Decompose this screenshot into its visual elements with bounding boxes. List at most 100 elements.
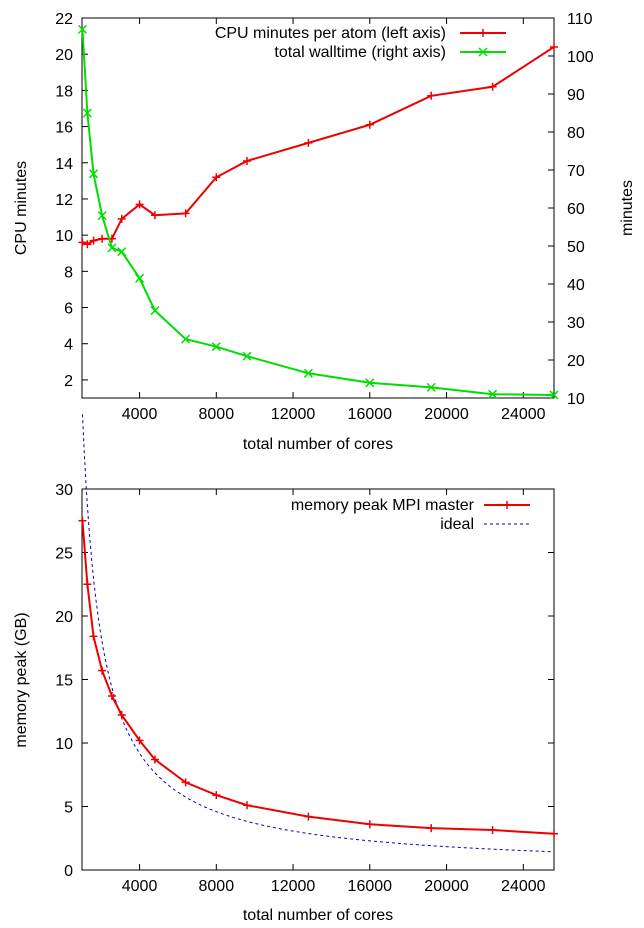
x-tick-label: 20000 xyxy=(424,878,469,895)
x-tick-label: 8000 xyxy=(199,878,235,895)
legend-label-memory-peak: memory peak MPI master xyxy=(291,497,475,514)
y-tick-label: 15 xyxy=(55,673,73,690)
data-point-series-1 xyxy=(211,342,221,352)
data-point-memory-peak xyxy=(365,820,374,829)
plot-frame-top xyxy=(81,17,555,399)
data-point-series-0 xyxy=(89,236,98,245)
series-line-0 xyxy=(82,46,555,246)
x-tick-label: 16000 xyxy=(348,406,393,423)
y-axis-label-bottom: memory peak (GB) xyxy=(13,612,30,747)
y-tick-label: 20 xyxy=(55,47,73,64)
x-tick-label: 24000 xyxy=(501,878,546,895)
series-group-bottom xyxy=(78,414,558,853)
x-tick-label: 24000 xyxy=(501,406,546,423)
data-point-memory-peak xyxy=(427,824,436,833)
y2-tick-label: 70 xyxy=(567,163,585,180)
data-point-series-1 xyxy=(150,306,160,316)
y-tick-label: 5 xyxy=(64,800,73,817)
y2-tick-label: 10 xyxy=(567,391,585,408)
axis-ticks-bottom: 4000 8000 12000 16000 20000 24000 0 5 10 15 20 25 30 xyxy=(55,482,554,895)
y-tick-label: 2 xyxy=(64,373,73,390)
data-point-series-0 xyxy=(78,238,87,247)
y2-tick-label: 40 xyxy=(567,277,585,294)
y2-tick-label: 60 xyxy=(567,201,585,218)
data-point-series-0 xyxy=(427,91,436,100)
chart-memory-peak: 4000 8000 12000 16000 20000 24000 0 5 10 15 20 25 30… xyxy=(13,414,558,924)
data-point-series-0 xyxy=(98,234,107,243)
data-point-series-0 xyxy=(488,82,497,91)
legend-label-ideal: ideal xyxy=(440,516,474,533)
x-tick-label: 20000 xyxy=(424,406,469,423)
data-point-memory-peak xyxy=(488,825,497,834)
y-axis-label-left-top: CPU minutes xyxy=(13,161,30,255)
y-tick-label: 22 xyxy=(55,11,73,28)
y-tick-label: 25 xyxy=(55,546,73,563)
x-axis-label-bottom: total number of cores xyxy=(243,907,393,924)
y-tick-label: 4 xyxy=(64,337,73,354)
series-line-ideal xyxy=(81,414,553,853)
y2-tick-label: 20 xyxy=(567,353,585,370)
y2-tick-label: 80 xyxy=(567,125,585,142)
legend-bottom: memory peak MPI master ideal xyxy=(291,497,530,533)
chart-cpu-walltime: 4000 8000 12000 16000 20000 24000 2 4 6 8 10 12 14 16… xyxy=(13,11,636,453)
data-point-memory-peak xyxy=(304,812,313,821)
data-point-series-1 xyxy=(303,368,313,378)
data-point-series-1 xyxy=(77,24,87,34)
x-tick-label: 16000 xyxy=(348,878,393,895)
data-point-series-1 xyxy=(242,351,252,361)
x-tick-label: 12000 xyxy=(271,878,316,895)
y2-tick-label: 50 xyxy=(567,239,585,256)
data-point-series-1 xyxy=(365,378,375,388)
data-point-series-0 xyxy=(365,120,374,129)
x-axis-label-top: total number of cores xyxy=(243,436,393,453)
y-tick-label: 30 xyxy=(55,482,73,499)
data-point-memory-peak xyxy=(550,829,558,838)
y-tick-label: 18 xyxy=(55,83,73,100)
data-point-memory-peak xyxy=(83,580,92,589)
data-point-memory-peak xyxy=(78,516,87,525)
legend-marker-0 xyxy=(479,29,487,37)
data-point-memory-peak xyxy=(181,778,190,787)
data-point-series-1 xyxy=(426,382,436,392)
data-point-memory-peak xyxy=(98,666,107,675)
data-point-series-0 xyxy=(550,42,558,51)
data-point-series-0 xyxy=(117,214,126,223)
data-point-series-1 xyxy=(135,273,145,283)
data-point-series-0 xyxy=(243,156,252,165)
data-point-series-1 xyxy=(181,334,191,344)
axis-ticks-top: 4000 8000 12000 16000 20000 24000 2 4 6 8 10 12 14 16… xyxy=(55,11,594,423)
x-tick-label: 12000 xyxy=(271,406,316,423)
y-tick-label: 14 xyxy=(55,156,73,173)
data-point-memory-peak xyxy=(243,801,252,810)
y2-tick-label: 100 xyxy=(567,49,594,66)
plot-frame-bottom xyxy=(81,488,555,871)
legend-label-cpu-per-atom: CPU minutes per atom (left axis) xyxy=(215,25,446,42)
y2-tick-label: 110 xyxy=(567,11,593,28)
data-point-series-0 xyxy=(304,138,313,147)
x-tick-label: 8000 xyxy=(199,406,235,423)
data-point-series-1 xyxy=(117,247,127,257)
data-point-series-0 xyxy=(83,240,92,249)
data-point-series-0 xyxy=(181,209,190,218)
y-tick-label: 6 xyxy=(64,301,73,318)
data-point-series-0 xyxy=(135,200,144,209)
data-point-series-1 xyxy=(82,108,92,118)
series-line-memory-peak xyxy=(81,520,555,835)
data-point-memory-peak xyxy=(135,736,144,745)
y-tick-label: 12 xyxy=(55,192,73,209)
y-tick-label: 16 xyxy=(55,120,73,137)
y2-tick-label: 90 xyxy=(567,87,585,104)
y2-tick-label: 30 xyxy=(567,315,585,332)
data-point-memory-peak xyxy=(117,711,126,720)
series-line-1 xyxy=(81,29,555,396)
data-point-series-1 xyxy=(549,390,559,400)
y-axis-label-right-top: minutes xyxy=(619,180,636,236)
y-tick-label: 8 xyxy=(64,264,73,281)
x-tick-label: 4000 xyxy=(122,406,158,423)
y-tick-label: 10 xyxy=(55,736,73,753)
data-point-series-0 xyxy=(212,173,221,182)
data-point-series-1 xyxy=(488,389,498,399)
data-point-series-0 xyxy=(150,211,159,220)
y-tick-label: 20 xyxy=(55,609,73,626)
